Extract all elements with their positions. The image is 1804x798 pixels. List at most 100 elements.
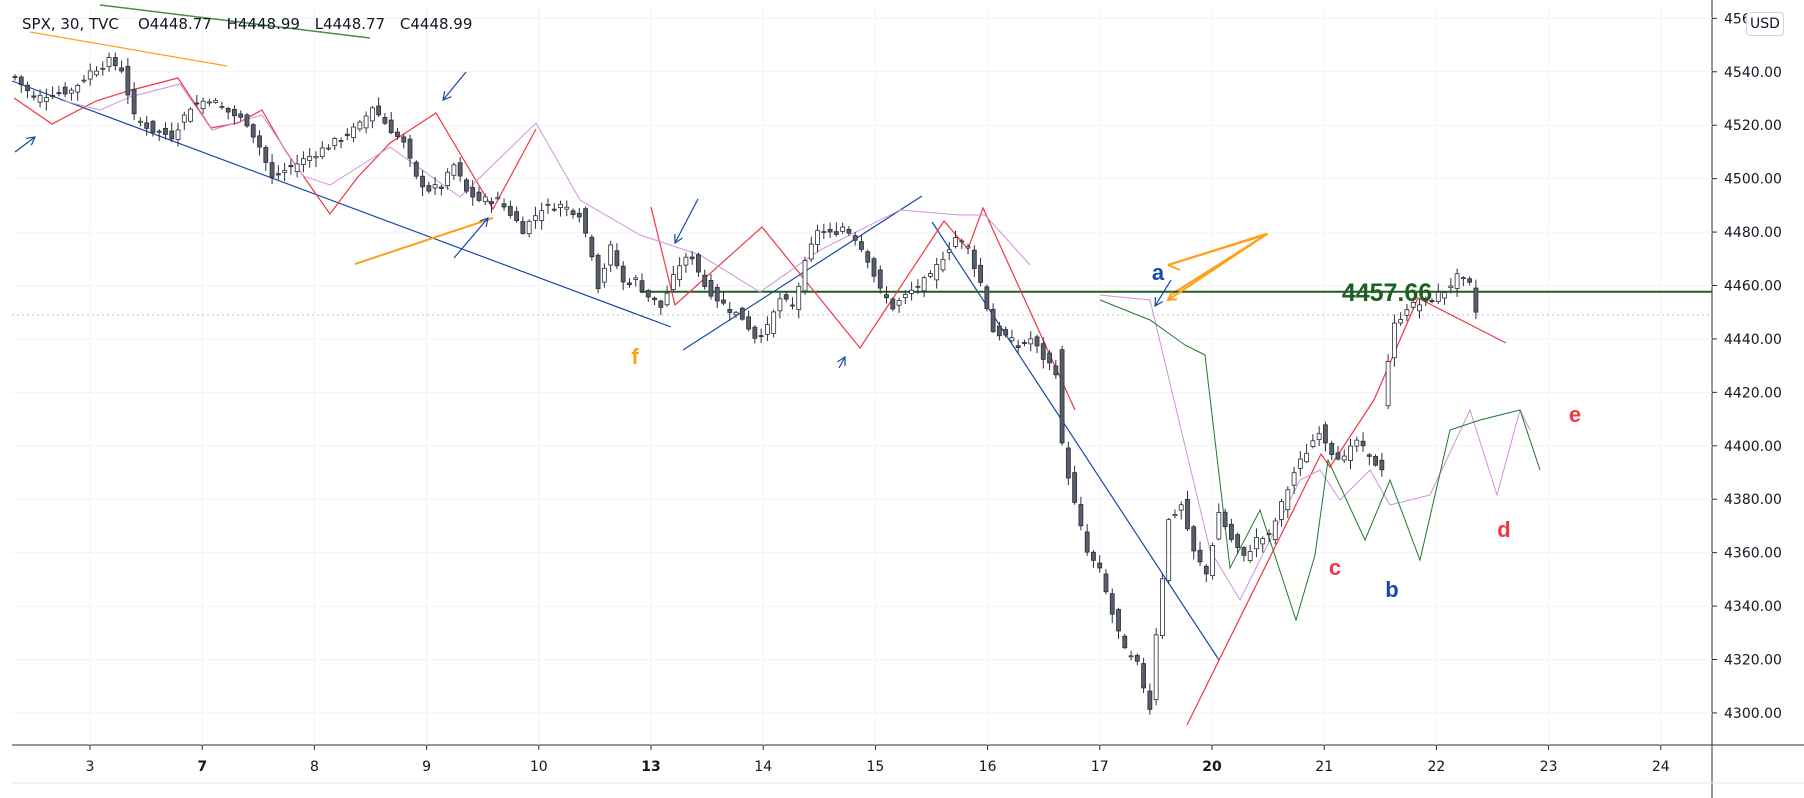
candle (194, 94, 200, 107)
candle-body (1410, 302, 1416, 308)
candle (645, 289, 651, 302)
candle-body (821, 231, 827, 233)
candle (909, 281, 915, 301)
candle (407, 134, 413, 168)
x-tick-label: 8 (310, 759, 319, 775)
candle (1348, 438, 1353, 470)
candle (846, 226, 852, 236)
candle (1210, 542, 1215, 580)
candle (1354, 436, 1360, 453)
currency-badge[interactable]: USD (1746, 12, 1784, 36)
candle (714, 284, 720, 309)
candle (1235, 532, 1241, 554)
arrow-blue (14, 136, 36, 153)
candle (87, 63, 93, 86)
candle (313, 151, 319, 168)
candle-body (62, 86, 68, 95)
candle-body (1417, 304, 1422, 312)
candle-body (1047, 352, 1052, 364)
candle (307, 147, 313, 168)
arrow-blue-head (26, 136, 37, 146)
candle (225, 106, 231, 120)
candle-body (319, 147, 325, 157)
candle (965, 243, 971, 255)
candle (288, 158, 294, 175)
x-tick-label: 21 (1315, 759, 1333, 775)
wave-label-c: c (1329, 555, 1341, 580)
candle (131, 81, 137, 121)
candle (1084, 523, 1090, 556)
candle (558, 200, 563, 217)
drawing-layer (11, 4, 1712, 661)
candle (1392, 314, 1397, 367)
candle (689, 251, 695, 265)
candle-body (75, 85, 81, 93)
candle (620, 261, 626, 291)
candle (232, 105, 237, 125)
arrow-blue (1154, 279, 1172, 307)
x-tick-label: 3 (86, 759, 95, 775)
candle (395, 127, 400, 140)
candle-body (877, 269, 883, 289)
candle-body (313, 156, 319, 159)
x-tick-label: 20 (1202, 759, 1222, 775)
candle (777, 292, 783, 319)
candle-body (426, 185, 432, 192)
candle (1216, 503, 1222, 541)
candle-body (144, 122, 150, 129)
candle-body (12, 76, 18, 78)
candle (37, 89, 43, 108)
candle (326, 144, 331, 151)
candle (1279, 499, 1284, 527)
candle-body (1323, 424, 1328, 444)
candle-body (589, 236, 595, 258)
candle-body (1291, 472, 1297, 486)
candle (1442, 291, 1447, 305)
wave-label-f: f (631, 344, 639, 369)
candle-body (959, 240, 965, 243)
candle (94, 66, 99, 77)
time-axis[interactable]: 3 7 8 9 10 13 14 15 16 17 20 21 22 23 24 (86, 745, 1670, 775)
candle (984, 284, 990, 312)
candle-body (413, 161, 419, 177)
candle (545, 198, 551, 215)
candle-body (608, 244, 614, 266)
candle-body (288, 164, 294, 168)
candle (363, 111, 369, 134)
candle-body (1015, 345, 1021, 348)
candle-body (507, 206, 513, 216)
candle (100, 61, 106, 76)
candle-body (326, 147, 331, 150)
candle (833, 222, 839, 237)
candle-body (696, 254, 701, 273)
candle-body (357, 121, 363, 130)
candle (1247, 544, 1253, 563)
price-axis[interactable]: 4560.004540.004520.004500.004480.004460.… (1712, 11, 1782, 722)
wave-red (1186, 297, 1507, 726)
x-tick-label: 10 (530, 759, 548, 775)
candle (413, 160, 419, 180)
candle-body (1053, 365, 1059, 376)
trendline-green (99, 4, 371, 39)
wave-label-b: b (1385, 577, 1398, 602)
candle (238, 110, 244, 122)
candle (1410, 298, 1416, 310)
candle-body (37, 94, 43, 103)
arrow-blue-head (442, 91, 452, 101)
wave-overlays (13, 77, 1541, 726)
candle-body (909, 289, 915, 294)
candle (150, 119, 156, 137)
candle (733, 310, 739, 318)
candle (1028, 331, 1034, 352)
candle (482, 193, 488, 205)
candle (144, 115, 150, 136)
candle (1398, 312, 1404, 327)
candle-body (200, 100, 206, 110)
candle-body (639, 280, 645, 292)
candle (438, 184, 444, 196)
candle (1116, 607, 1121, 639)
candle (369, 106, 375, 129)
candle-body (1153, 634, 1159, 700)
candle (1103, 569, 1109, 595)
